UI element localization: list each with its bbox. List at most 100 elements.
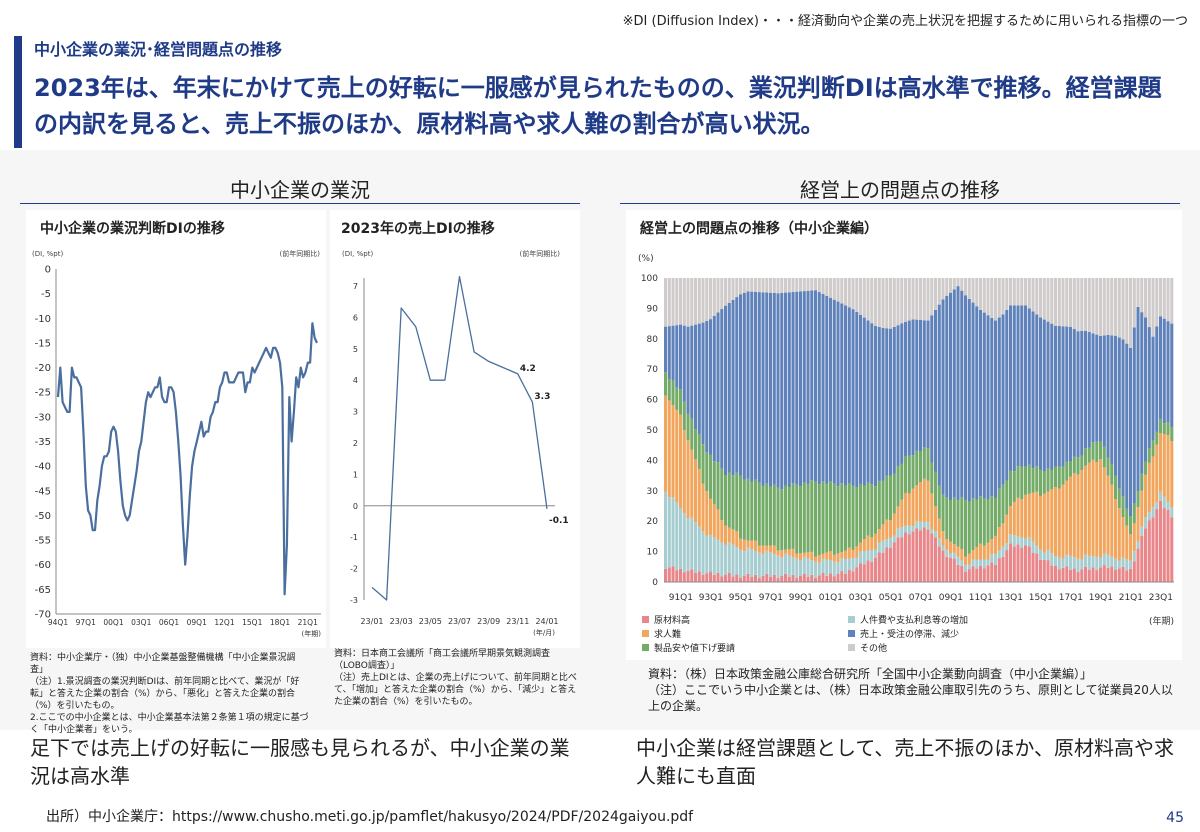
chart3-bar-hiring-51	[855, 546, 859, 558]
chart3-bar-price_drop-82	[971, 498, 975, 551]
chart3-bar-hiring-40	[814, 556, 818, 562]
chart3-bar-price_drop-65	[907, 455, 911, 494]
title-accent-bar	[14, 36, 22, 148]
chart3-bar-raw_material-89	[997, 558, 1001, 582]
chart3-bar-raw_material-42	[821, 573, 825, 582]
chart3-unit-label: (%)	[638, 254, 654, 264]
chart3-bar-other-53	[862, 278, 866, 318]
chart3-x-tick-10: 11Q1	[969, 593, 993, 603]
chart3-bar-hiring-86	[986, 542, 990, 560]
chart3-bar-raw_material-111	[1080, 569, 1084, 582]
chart3-bar-other-121	[1117, 278, 1121, 338]
chart2-y-tick-3: 4	[353, 376, 358, 385]
chart3-bar-raw_material-24	[754, 574, 758, 582]
chart3-bar-labor_cost-110	[1076, 558, 1080, 572]
chart3-bar-hiring-106	[1061, 484, 1065, 559]
chart3-bar-other-20	[739, 278, 743, 295]
chart3-bar-raw_material-7	[690, 569, 694, 582]
page-number: 45	[1166, 810, 1184, 826]
chart3-bar-raw_material-14	[716, 573, 720, 582]
chart3-bar-hiring-132	[1159, 433, 1163, 492]
chart3-bar-labor_cost-100	[1039, 549, 1043, 560]
chart3-bar-other-117	[1102, 278, 1106, 336]
chart3-bar-raw_material-85	[982, 568, 986, 582]
chart3-bar-labor_cost-78	[956, 556, 960, 565]
chart3-bar-other-5	[682, 278, 686, 326]
chart3-bar-price_drop-30	[776, 487, 780, 551]
chart1-x-tick-7: 15Q1	[242, 618, 262, 627]
chart3-bar-sales-129	[1147, 327, 1151, 449]
chart3-bar-labor_cost-74	[941, 545, 945, 551]
chart3-bar-sales-37	[802, 291, 806, 483]
chart3-bar-raw_material-67	[915, 528, 919, 582]
chart3-bar-price_drop-46	[836, 486, 840, 554]
chart3-bar-price_drop-44	[829, 481, 833, 551]
chart3-bar-other-71	[930, 278, 934, 316]
chart3-bar-labor_cost-42	[821, 558, 825, 574]
chart2-x-label: (年/月)	[533, 628, 555, 637]
chart3-bar-raw_material-105	[1057, 569, 1061, 582]
chart3-bar-hiring-85	[982, 545, 986, 560]
chart3-bar-hiring-89	[997, 526, 1001, 551]
chart3-bar-price_drop-42	[821, 481, 825, 554]
chart3-bar-price_drop-130	[1151, 439, 1155, 457]
chart3-bar-other-38	[806, 278, 810, 291]
chart3-bar-raw_material-84	[979, 565, 983, 582]
chart3-bar-labor_cost-98	[1031, 541, 1035, 553]
chart3-bar-sales-29	[772, 292, 776, 485]
chart3-bar-hiring-26	[761, 545, 765, 555]
chart3-bar-sales-42	[821, 293, 825, 482]
chart3-bar-sales-6	[686, 326, 690, 414]
chart3-y-tick-7: 70	[647, 365, 659, 375]
chart3-bar-raw_material-47	[840, 571, 844, 582]
chart3-bar-sales-1	[667, 326, 671, 380]
chart3-bar-sales-35	[795, 291, 799, 485]
chart3-bar-raw_material-50	[851, 571, 855, 582]
chart3-legend-swatch-labor_cost	[848, 616, 855, 623]
chart3-bar-other-9	[697, 278, 701, 324]
chart3-bar-labor_cost-80	[964, 564, 968, 572]
chart3-bar-labor_cost-68	[919, 521, 923, 531]
chart3-bar-other-34	[791, 278, 795, 292]
chart3-bar-hiring-118	[1106, 475, 1110, 555]
chart3-bar-sales-123	[1125, 343, 1129, 509]
chart3-bar-sales-63	[900, 323, 904, 464]
chart1-unit-label: (DI, %pt)	[32, 250, 63, 258]
chart3-x-tick-11: 13Q1	[999, 593, 1023, 603]
chart1-x-tick-8: 18Q1	[270, 618, 290, 627]
chart3-bar-raw_material-33	[787, 576, 791, 582]
chart3-bar-hiring-21	[742, 539, 746, 552]
chart3-bar-sales-79	[960, 290, 964, 498]
chart3-bar-other-31	[780, 278, 784, 293]
chart3-bar-price_drop-58	[881, 480, 885, 525]
chart3-bar-raw_material-90	[1001, 556, 1005, 582]
chart3-bar-price_drop-54	[866, 482, 870, 536]
chart3-bar-labor_cost-83	[975, 559, 979, 569]
chart3-bar-price_drop-112	[1084, 448, 1088, 466]
chart3-bar-price_drop-22	[746, 478, 750, 541]
chart3-bar-other-116	[1099, 278, 1103, 336]
chart3-bar-other-134	[1166, 278, 1170, 322]
chart3-bar-hiring-62	[896, 506, 900, 529]
chart3-bar-hiring-116	[1099, 459, 1103, 558]
chart3-bar-other-22	[746, 278, 750, 292]
chart3-bar-hiring-73	[937, 518, 941, 539]
chart3-bar-hiring-111	[1080, 470, 1084, 560]
chart3-bar-hiring-59	[885, 519, 889, 540]
chart3-bar-labor_cost-71	[930, 529, 934, 534]
chart3-bar-raw_material-76	[949, 557, 953, 582]
chart3-bar-price_drop-129	[1147, 448, 1151, 463]
chart3-bar-sales-55	[870, 323, 874, 485]
chart3-bar-sales-2	[671, 325, 675, 381]
chart3-x-tick-2: 95Q1	[729, 593, 753, 603]
chart3-bar-sales-65	[907, 320, 911, 456]
chart3-bar-raw_material-70	[926, 529, 930, 582]
chart3-bar-price_drop-50	[851, 485, 855, 550]
chart3-bar-hiring-103	[1050, 489, 1054, 554]
chart3-bar-labor_cost-63	[900, 527, 904, 538]
left-chart-card	[26, 210, 326, 648]
chart3-bar-hiring-127	[1140, 490, 1144, 527]
chart3-bar-sales-112	[1084, 330, 1088, 449]
chart3-bar-hiring-24	[754, 540, 758, 551]
chart3-bar-sales-62	[896, 325, 900, 467]
